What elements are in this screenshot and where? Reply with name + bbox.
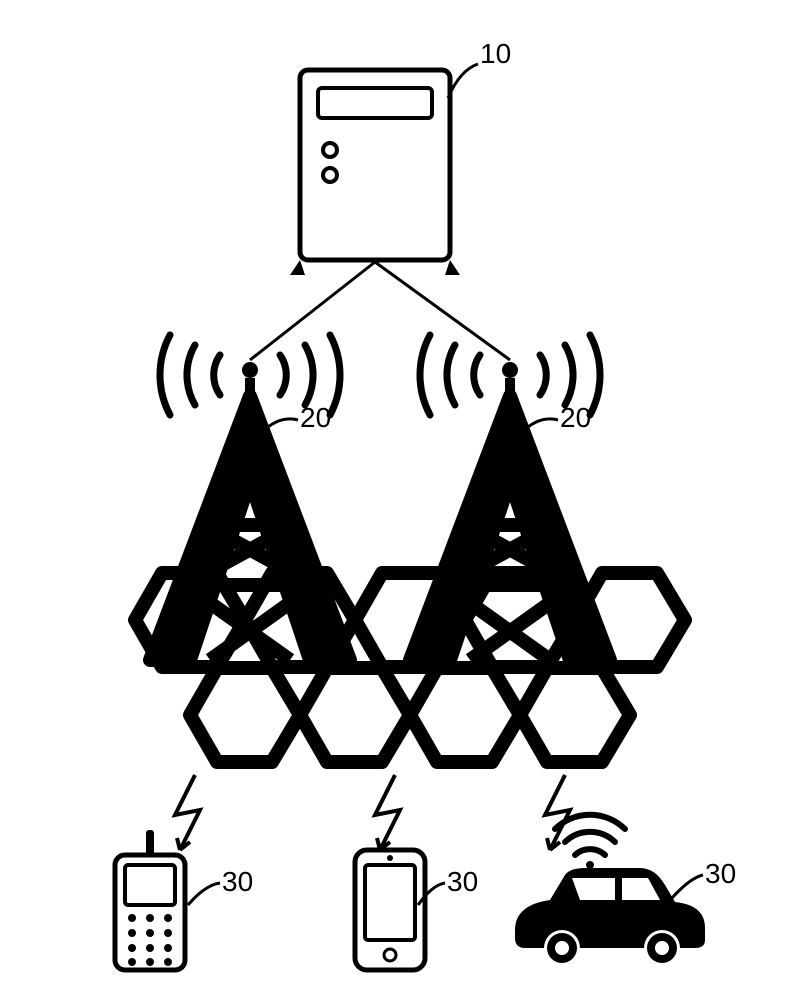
- lightning-icon: [175, 775, 200, 850]
- smartphone-icon: [355, 850, 425, 970]
- lightning-icon: [375, 775, 400, 850]
- ref-label-device: 30: [705, 858, 736, 890]
- car-icon: [515, 815, 705, 963]
- ref-label-device: 30: [447, 866, 478, 898]
- feature-phone-icon: [115, 830, 185, 970]
- wire-left: [250, 262, 375, 360]
- ref-label-server: 10: [480, 38, 511, 70]
- diagram-stage: 10 20 20 30 30 30: [0, 0, 785, 1000]
- ref-label-device: 30: [222, 866, 253, 898]
- ref-label-tower: 20: [560, 402, 591, 434]
- ref-label-tower: 20: [300, 402, 331, 434]
- wire-right: [375, 262, 510, 360]
- diagram-svg: [0, 0, 785, 1000]
- server-icon: [290, 70, 460, 275]
- tower-icon: [410, 335, 610, 660]
